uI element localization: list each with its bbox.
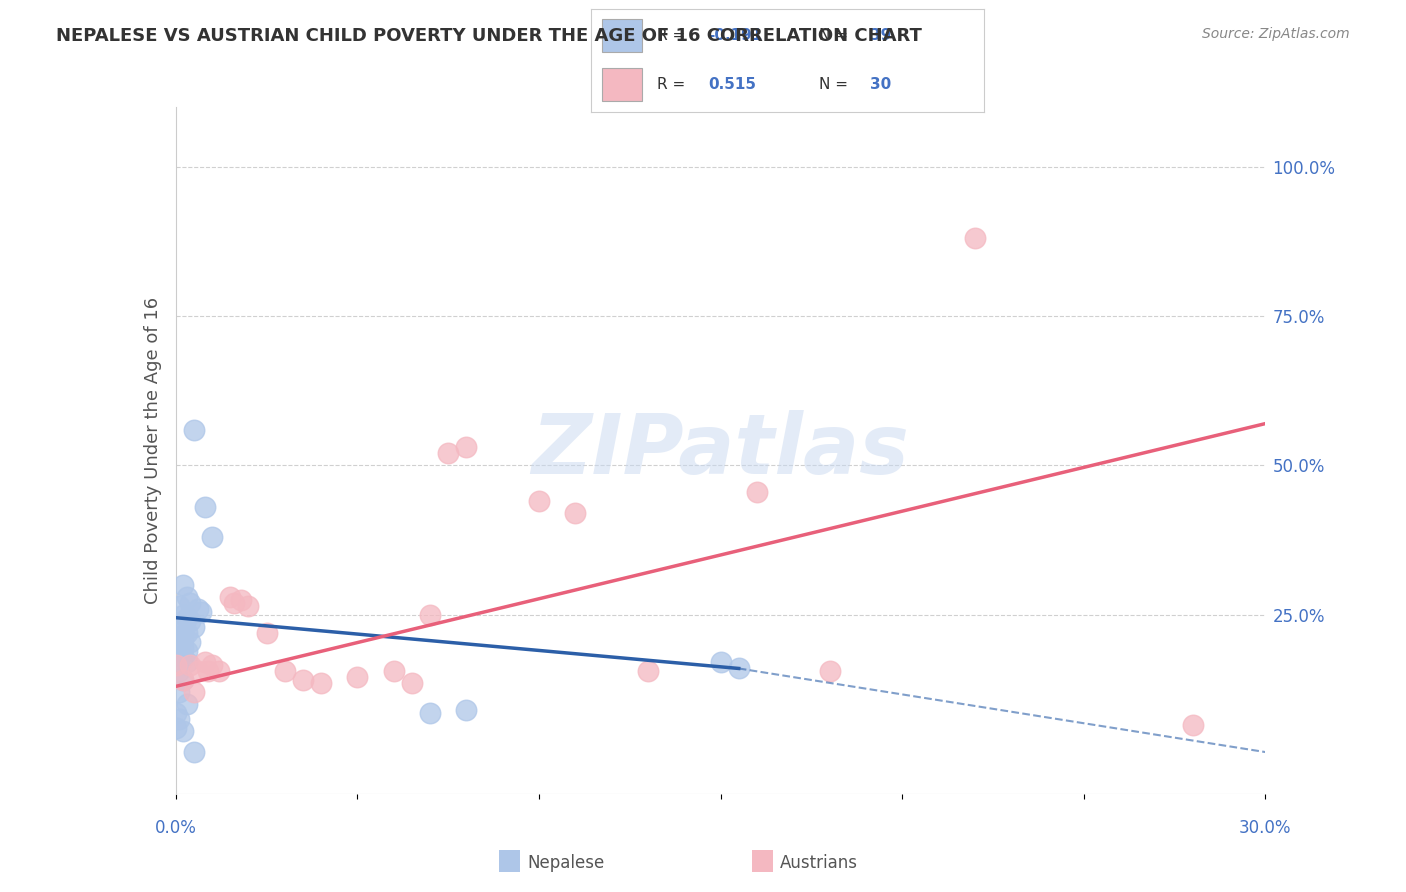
Point [219, 590, 242, 604]
Text: 0.0%: 0.0% [155, 819, 197, 837]
Point [309, 676, 332, 690]
Point [527, 494, 550, 508]
Point [172, 649, 194, 664]
Point [172, 632, 194, 646]
Point [176, 643, 198, 657]
Point [172, 673, 194, 688]
Point [963, 231, 986, 245]
Point [194, 656, 217, 670]
Text: Nepalese: Nepalese [527, 854, 605, 871]
Text: Austrians: Austrians [780, 854, 858, 871]
Point [179, 658, 201, 673]
Point [165, 721, 187, 735]
Point [201, 530, 224, 544]
Point [169, 685, 191, 699]
Point [346, 670, 368, 684]
Point [165, 658, 187, 673]
Point [419, 607, 441, 622]
Point [190, 605, 212, 619]
Point [382, 665, 405, 679]
FancyBboxPatch shape [602, 69, 641, 101]
Point [437, 446, 460, 460]
FancyBboxPatch shape [602, 19, 641, 52]
Point [274, 665, 297, 679]
Point [637, 665, 659, 679]
Point [564, 506, 586, 520]
Point [169, 652, 191, 666]
Point [169, 647, 191, 661]
Point [818, 665, 841, 679]
Text: 0.515: 0.515 [709, 78, 756, 93]
Text: 30: 30 [870, 78, 891, 93]
Point [172, 673, 194, 688]
Point [401, 676, 423, 690]
Point [172, 607, 194, 622]
Point [169, 616, 191, 631]
Point [194, 500, 217, 515]
Point [745, 485, 768, 500]
Point [176, 590, 198, 604]
Point [183, 745, 205, 759]
Point [222, 596, 245, 610]
Point [169, 665, 191, 679]
Text: R =: R = [658, 28, 690, 43]
Point [169, 629, 191, 643]
Text: N =: N = [818, 78, 852, 93]
Text: R =: R = [658, 78, 690, 93]
Point [186, 601, 209, 615]
Point [727, 661, 749, 675]
Point [208, 665, 231, 679]
Point [231, 592, 253, 607]
Point [183, 685, 205, 699]
Point [238, 599, 260, 613]
Text: 39: 39 [870, 28, 891, 43]
Text: -0.191: -0.191 [709, 28, 763, 43]
Point [172, 640, 194, 655]
Text: Source: ZipAtlas.com: Source: ZipAtlas.com [1202, 27, 1350, 41]
Point [256, 625, 278, 640]
Point [456, 703, 478, 717]
Point [179, 614, 201, 628]
Point [169, 712, 191, 726]
Text: NEPALESE VS AUSTRIAN CHILD POVERTY UNDER THE AGE OF 16 CORRELATION CHART: NEPALESE VS AUSTRIAN CHILD POVERTY UNDER… [56, 27, 922, 45]
Point [183, 423, 205, 437]
Y-axis label: Child Poverty Under the Age of 16: Child Poverty Under the Age of 16 [143, 297, 162, 604]
Point [179, 634, 201, 648]
Point [176, 610, 198, 624]
Point [172, 578, 194, 592]
Point [1181, 718, 1204, 732]
Point [172, 724, 194, 739]
Point [179, 596, 201, 610]
Point [176, 656, 198, 670]
Point [172, 623, 194, 637]
Text: 30.0%: 30.0% [1239, 819, 1292, 837]
Point [456, 441, 478, 455]
Point [186, 665, 209, 679]
Point [201, 658, 224, 673]
Point [710, 656, 733, 670]
Point [176, 698, 198, 712]
Point [291, 673, 314, 688]
Point [419, 706, 441, 721]
Point [176, 625, 198, 640]
Point [165, 706, 187, 721]
Text: N =: N = [818, 28, 852, 43]
Point [183, 620, 205, 634]
Point [197, 665, 219, 679]
Point [169, 599, 191, 613]
Point [169, 638, 191, 652]
Text: ZIPatlas: ZIPatlas [531, 410, 910, 491]
